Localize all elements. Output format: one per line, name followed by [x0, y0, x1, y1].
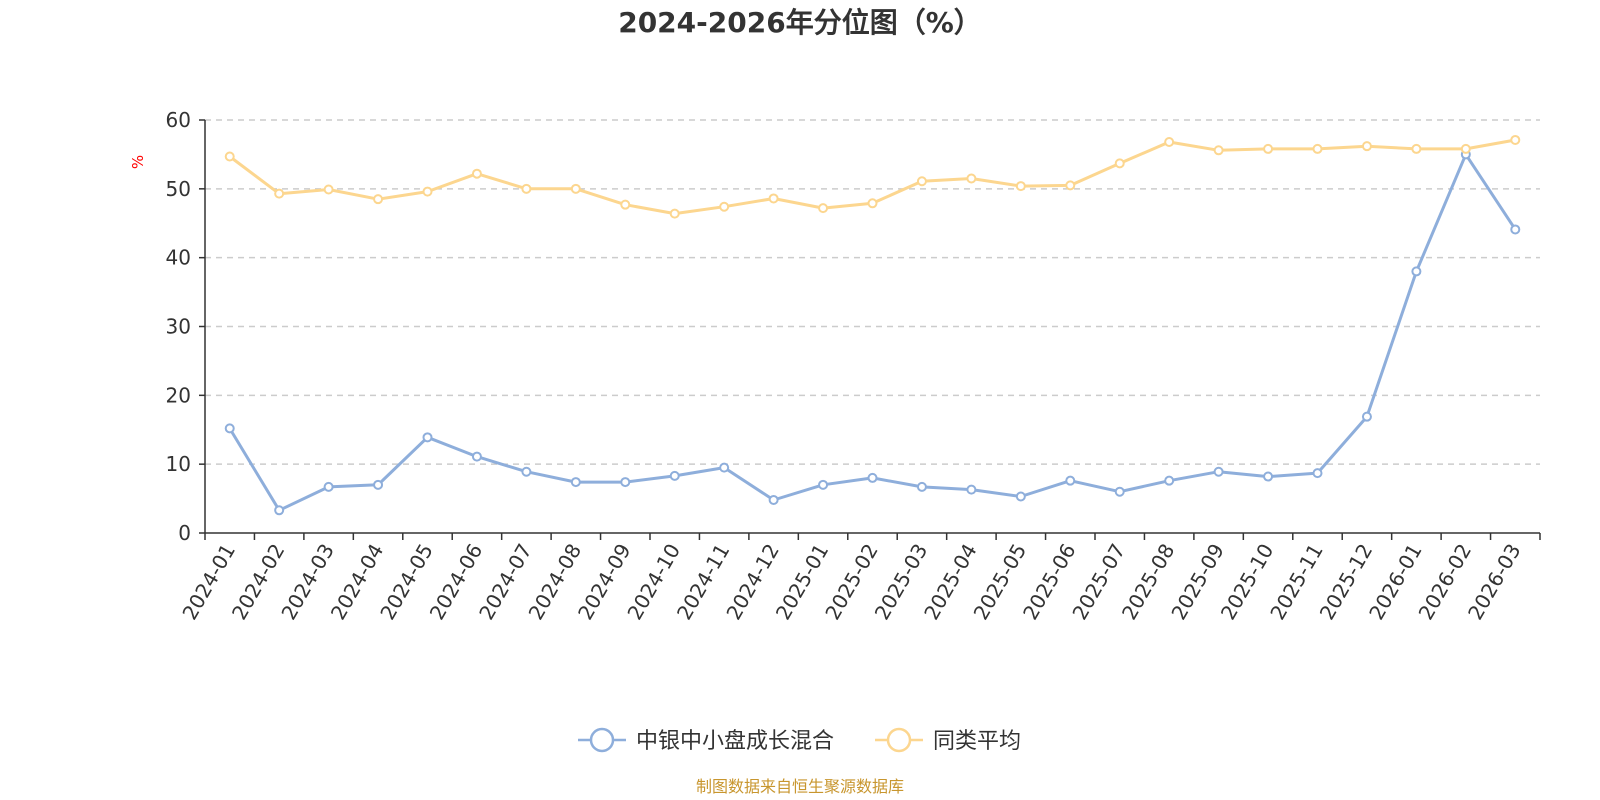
data-point[interactable] — [323, 184, 334, 195]
data-point[interactable] — [1065, 475, 1076, 486]
y-tick-label: 40 — [166, 246, 191, 270]
data-point[interactable] — [422, 432, 433, 443]
data-point[interactable] — [422, 186, 433, 197]
data-point[interactable] — [966, 484, 977, 495]
data-point[interactable] — [669, 208, 680, 219]
data-point[interactable] — [1361, 141, 1372, 152]
data-point[interactable] — [471, 451, 482, 462]
grid-lines — [205, 119, 1540, 465]
data-point[interactable] — [1164, 475, 1175, 486]
data-point[interactable] — [1361, 411, 1372, 422]
y-tick-label: 60 — [166, 108, 191, 132]
y-axis-unit: % — [129, 155, 147, 169]
data-point[interactable] — [867, 472, 878, 483]
data-point[interactable] — [1015, 491, 1026, 502]
legend-item-2[interactable]: 同类平均 — [875, 727, 1021, 754]
data-point[interactable] — [1164, 137, 1175, 148]
data-point[interactable] — [1263, 471, 1274, 482]
data-point[interactable] — [1015, 181, 1026, 192]
data-point[interactable] — [570, 477, 581, 488]
y-tick-label: 0 — [178, 521, 191, 545]
data-point[interactable] — [323, 481, 334, 492]
y-tick-label: 10 — [166, 452, 191, 476]
data-point[interactable] — [471, 168, 482, 179]
data-point[interactable] — [274, 188, 285, 199]
data-point[interactable] — [570, 183, 581, 194]
data-source-note: 制图数据来自恒生聚源数据库 — [696, 777, 904, 796]
legend-label: 中银中小盘成长混合 — [636, 729, 834, 754]
data-point[interactable] — [620, 477, 631, 488]
data-point[interactable] — [521, 183, 532, 194]
data-point[interactable] — [768, 193, 779, 204]
legend[interactable]: 中银中小盘成长混合 同类平均 — [578, 727, 1021, 754]
data-point[interactable] — [719, 201, 730, 212]
data-point[interactable] — [818, 203, 829, 214]
data-point[interactable] — [1411, 143, 1422, 154]
data-point[interactable] — [274, 505, 285, 516]
data-point[interactable] — [966, 173, 977, 184]
data-point[interactable] — [224, 151, 235, 162]
data-point[interactable] — [719, 462, 730, 473]
data-point[interactable] — [1213, 145, 1224, 156]
series-layer — [224, 134, 1521, 516]
series-2 — [224, 134, 1521, 219]
axes: 01020304050602024-012024-022024-032024-0… — [166, 108, 1541, 624]
y-tick-label: 20 — [166, 383, 191, 407]
series-1 — [224, 149, 1521, 516]
data-point[interactable] — [1460, 143, 1471, 154]
data-point[interactable] — [867, 198, 878, 209]
data-point[interactable] — [373, 479, 384, 490]
chart-title: 2024-2026年分位图（%） — [618, 6, 982, 39]
legend-marker-icon — [886, 727, 912, 753]
data-point[interactable] — [521, 466, 532, 477]
data-point[interactable] — [1312, 468, 1323, 479]
y-tick-label: 50 — [166, 177, 191, 201]
data-point[interactable] — [1510, 224, 1521, 235]
data-point[interactable] — [1263, 143, 1274, 154]
legend-item-1[interactable]: 中银中小盘成长混合 — [578, 727, 834, 754]
data-point[interactable] — [1411, 266, 1422, 277]
data-point[interactable] — [1312, 143, 1323, 154]
y-tick-label: 30 — [166, 315, 191, 339]
data-point[interactable] — [224, 423, 235, 434]
data-point[interactable] — [1510, 134, 1521, 145]
data-point[interactable] — [373, 194, 384, 205]
data-point[interactable] — [818, 479, 829, 490]
data-point[interactable] — [1114, 486, 1125, 497]
legend-label: 同类平均 — [933, 729, 1021, 754]
data-point[interactable] — [916, 176, 927, 187]
data-point[interactable] — [620, 199, 631, 210]
data-point[interactable] — [768, 494, 779, 505]
data-point[interactable] — [916, 481, 927, 492]
data-point[interactable] — [1114, 158, 1125, 169]
data-point[interactable] — [1213, 466, 1224, 477]
legend-marker-icon — [589, 727, 615, 753]
data-point[interactable] — [669, 470, 680, 481]
data-point[interactable] — [1065, 180, 1076, 191]
